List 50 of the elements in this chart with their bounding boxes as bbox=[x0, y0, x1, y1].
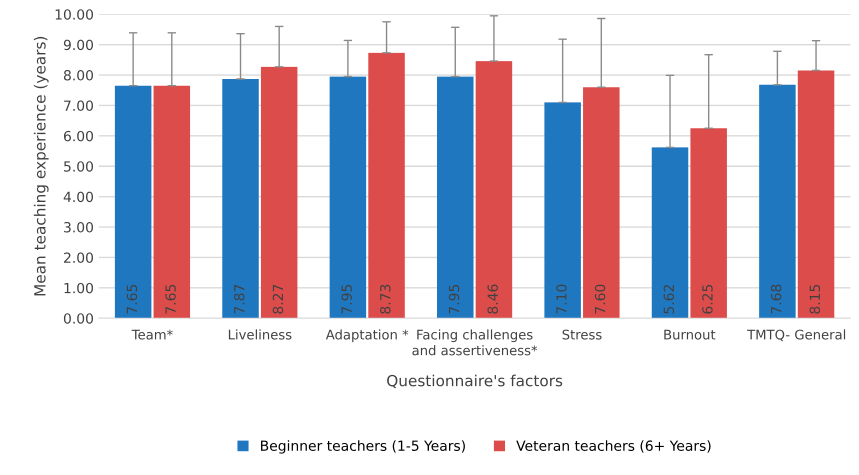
legend-label: Beginner teachers (1-5 Years) bbox=[261, 440, 465, 454]
data-label: 7.65 bbox=[165, 284, 176, 314]
x-tick-label: Team* bbox=[132, 330, 173, 340]
y-axis-title: Mean teaching experience (years) bbox=[34, 36, 49, 296]
y-tick-label: 6.00 bbox=[64, 130, 93, 142]
data-label: 7.68 bbox=[770, 284, 782, 314]
y-tick-label: 7.00 bbox=[64, 100, 93, 111]
y-tick-label: 2.00 bbox=[64, 252, 93, 263]
bar bbox=[437, 76, 474, 318]
data-label: 5.62 bbox=[664, 285, 674, 314]
y-tick-label: 0.00 bbox=[64, 313, 93, 324]
y-tick-label: 4.00 bbox=[64, 192, 93, 202]
y-tick-label: 8.00 bbox=[64, 70, 93, 81]
data-label: 8.73 bbox=[380, 284, 391, 314]
bar bbox=[368, 52, 405, 318]
data-label: 8.46 bbox=[487, 284, 498, 314]
x-tick-label: Stress bbox=[562, 330, 602, 340]
bar bbox=[544, 102, 581, 318]
x-tick-label: TMTQ- General bbox=[747, 329, 846, 342]
y-tick-label: 5.00 bbox=[64, 161, 93, 172]
bar bbox=[114, 86, 152, 318]
bar bbox=[330, 76, 366, 318]
data-label: 6.25 bbox=[702, 284, 713, 314]
y-tick-label: 3.00 bbox=[64, 222, 93, 233]
data-label: 7.10 bbox=[556, 284, 567, 314]
bar bbox=[583, 87, 620, 318]
data-label: 7.60 bbox=[594, 284, 606, 314]
bar bbox=[759, 84, 796, 318]
x-axis-title: Questionnaire's factors bbox=[387, 374, 562, 388]
bar bbox=[260, 66, 298, 318]
bar bbox=[652, 147, 688, 318]
data-label: 7.95 bbox=[448, 284, 460, 314]
x-tick-label: Adaptation * bbox=[326, 329, 408, 342]
x-tick-label: Burnout bbox=[664, 330, 716, 340]
bar bbox=[476, 61, 512, 318]
bar bbox=[690, 128, 727, 318]
data-label: 8.15 bbox=[810, 284, 820, 314]
y-tick-label: 1.00 bbox=[64, 282, 93, 294]
legend-label: Veteran teachers (6+ Years) bbox=[516, 440, 711, 453]
bar bbox=[222, 79, 259, 318]
bar bbox=[798, 70, 834, 318]
data-label: 7.87 bbox=[234, 284, 245, 314]
bar bbox=[154, 86, 190, 318]
data-label: 7.95 bbox=[341, 284, 352, 314]
x-tick-label: Facing challenges and assertiveness* bbox=[412, 329, 538, 356]
data-label: 8.27 bbox=[272, 284, 284, 314]
data-label: 7.65 bbox=[126, 284, 138, 314]
y-tick-label: 9.00 bbox=[64, 40, 93, 50]
y-tick-label: 10.00 bbox=[56, 9, 93, 20]
x-tick-label: Liveliness bbox=[228, 329, 292, 340]
